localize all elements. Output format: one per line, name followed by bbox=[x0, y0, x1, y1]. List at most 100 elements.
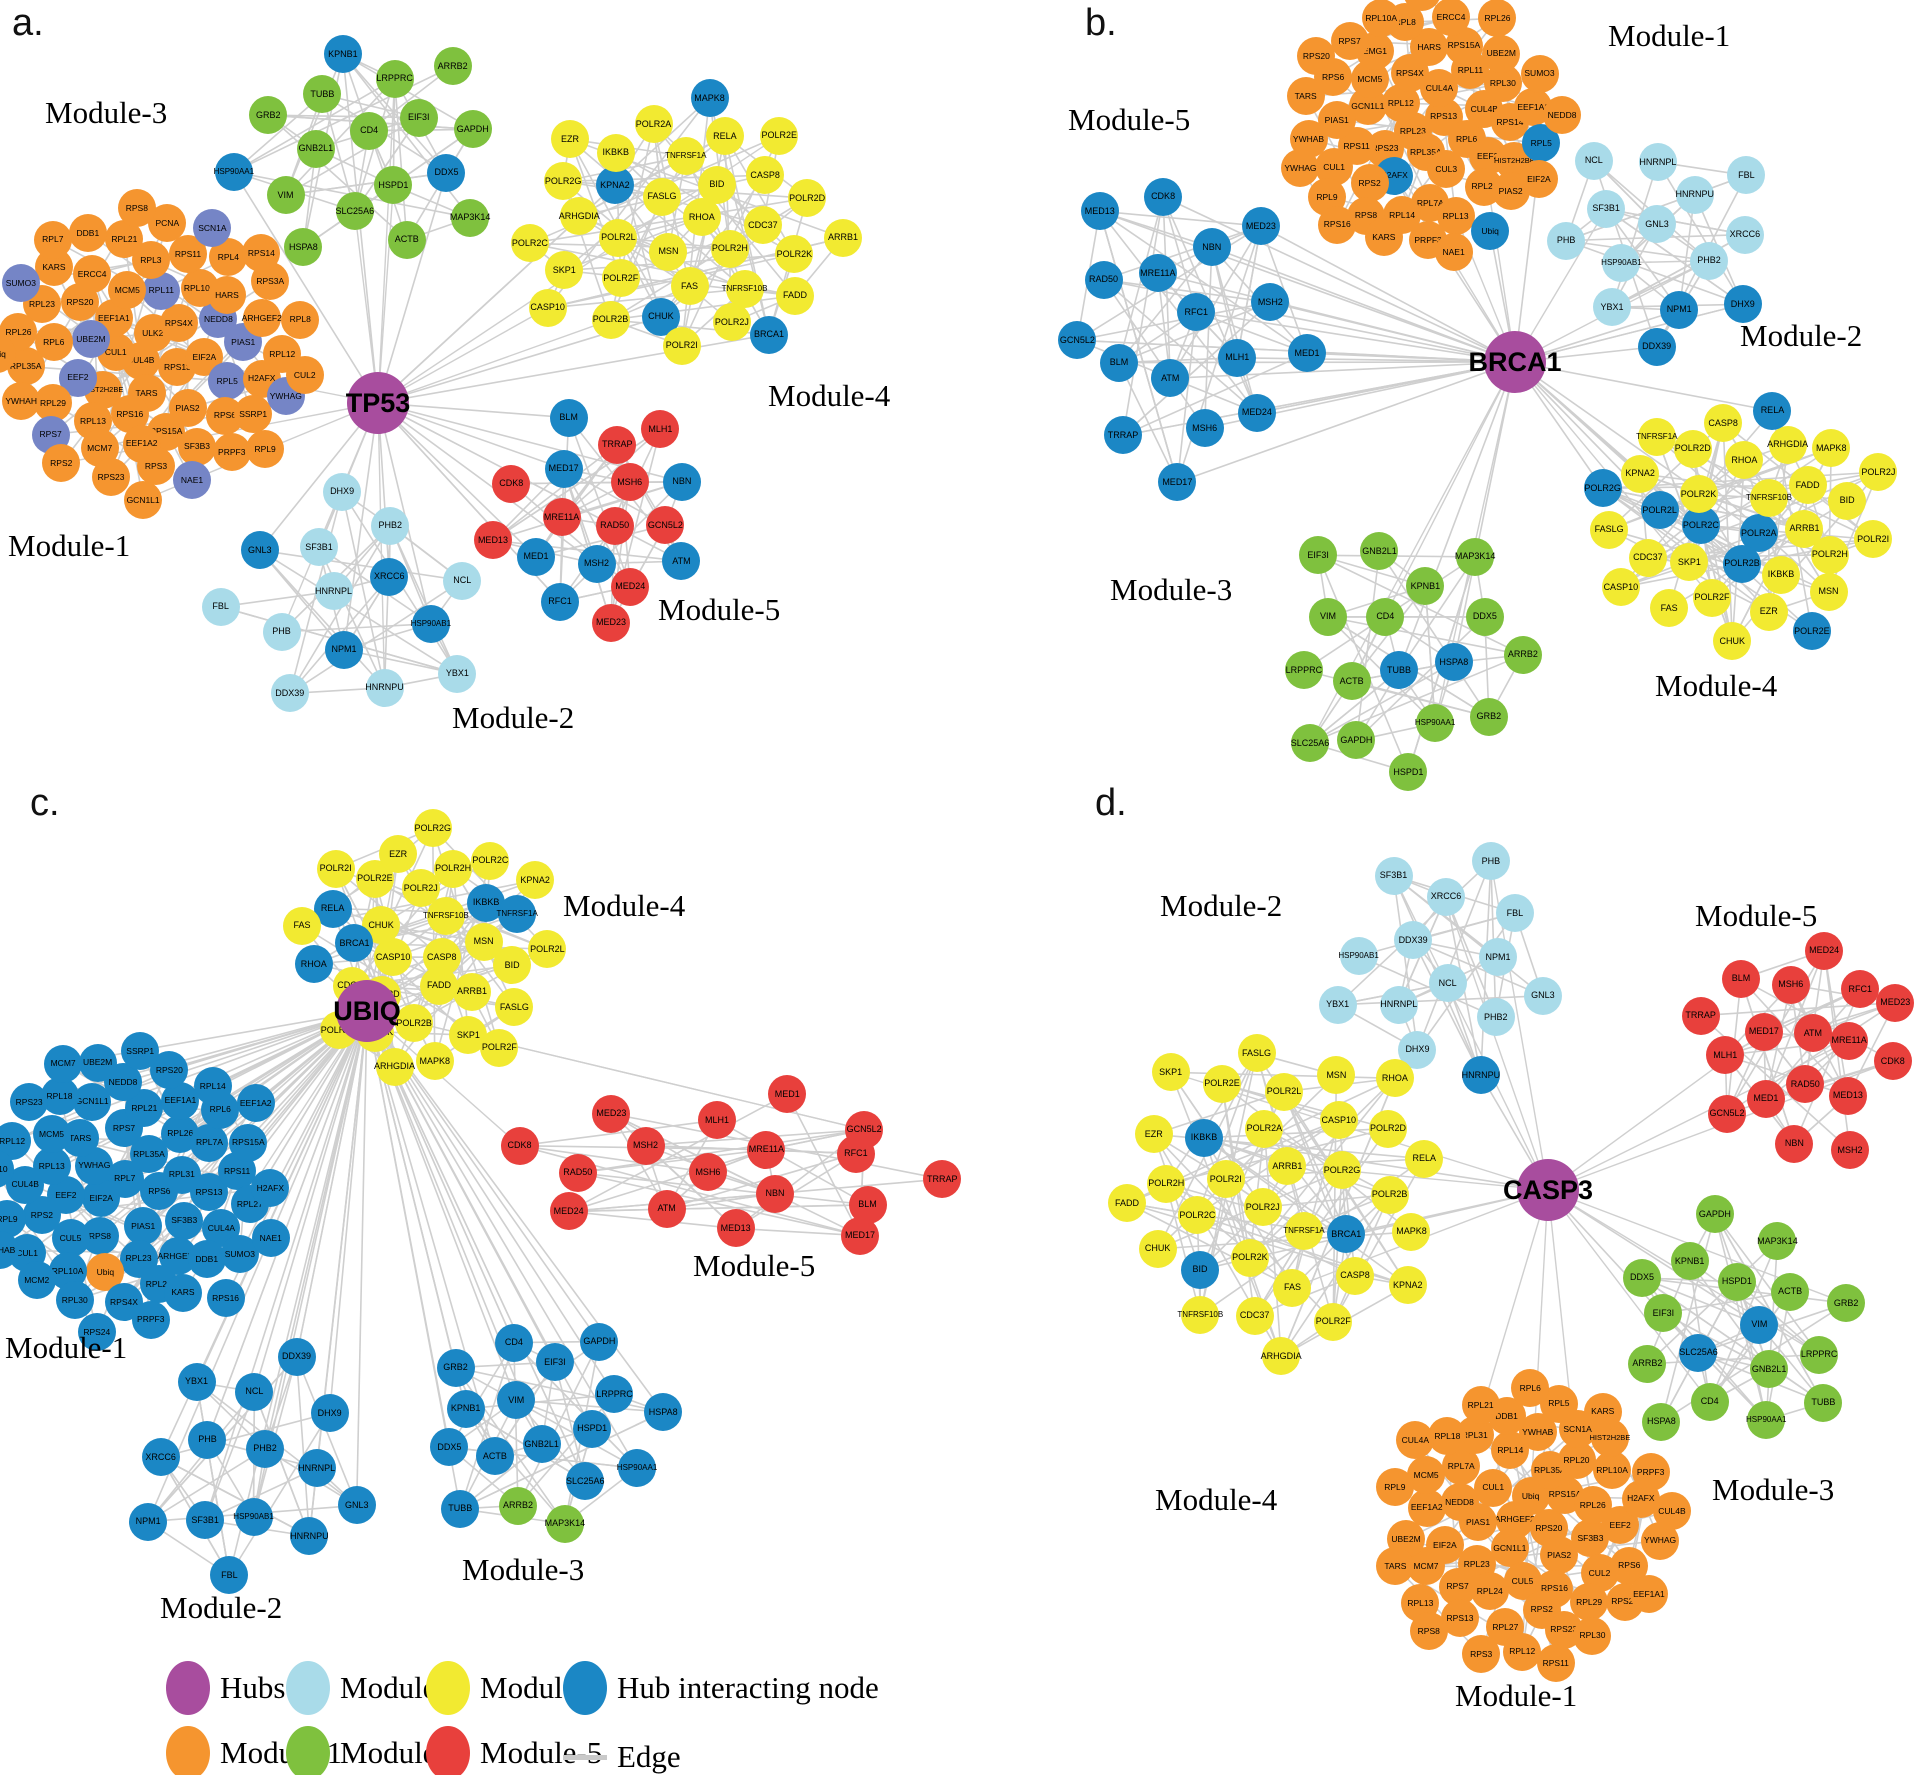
node-HNRNPL[interactable]: HNRNPL bbox=[314, 572, 353, 611]
node-RPL30[interactable]: RPL30 bbox=[1573, 1616, 1612, 1655]
node-POLR2G[interactable]: POLR2G bbox=[413, 809, 452, 848]
node-MRE11A[interactable]: MRE11A bbox=[1830, 1021, 1869, 1060]
node-KPNB1[interactable]: KPNB1 bbox=[1406, 567, 1445, 606]
node-EZR[interactable]: EZR bbox=[1134, 1115, 1173, 1154]
node-HSP90AA1[interactable]: HSP90AA1 bbox=[1746, 1400, 1787, 1439]
node-FASLG[interactable]: FASLG bbox=[1237, 1034, 1276, 1073]
node-CDC37[interactable]: CDC37 bbox=[743, 206, 782, 245]
node-VIM[interactable]: VIM bbox=[266, 176, 305, 215]
node-CDK8[interactable]: CDK8 bbox=[1144, 177, 1183, 216]
node-NPM1[interactable]: NPM1 bbox=[1478, 938, 1517, 977]
node-RPL18[interactable]: RPL18 bbox=[1428, 1417, 1467, 1456]
node-GAPDH[interactable]: GAPDH bbox=[580, 1322, 619, 1361]
node-ACTB[interactable]: ACTB bbox=[1332, 662, 1371, 701]
node-NAE1[interactable]: NAE1 bbox=[173, 461, 212, 500]
node-MED24[interactable]: MED24 bbox=[1237, 393, 1276, 432]
node-PRPF3[interactable]: PRPF3 bbox=[1631, 1453, 1670, 1492]
node-EZR[interactable]: EZR bbox=[550, 120, 589, 159]
node-RPL7[interactable]: RPL7 bbox=[33, 220, 72, 259]
node-HSPA8[interactable]: HSPA8 bbox=[644, 1393, 683, 1432]
node-MSH2[interactable]: MSH2 bbox=[577, 544, 616, 583]
node-CASP8[interactable]: CASP8 bbox=[1336, 1256, 1375, 1295]
node-FADD[interactable]: FADD bbox=[420, 966, 459, 1005]
node-RPL9[interactable]: RPL9 bbox=[246, 430, 285, 469]
node-GNL3[interactable]: GNL3 bbox=[1523, 976, 1562, 1015]
node-NEDD8[interactable]: NEDD8 bbox=[1440, 1483, 1479, 1522]
node-KARS[interactable]: KARS bbox=[1583, 1392, 1622, 1431]
node-POLR2H[interactable]: POLR2H bbox=[434, 849, 473, 888]
node-SLC25A6[interactable]: SLC25A6 bbox=[1679, 1333, 1718, 1372]
node-GRB2[interactable]: GRB2 bbox=[1827, 1284, 1866, 1323]
node-PHB[interactable]: PHB bbox=[1547, 221, 1586, 260]
node-NCL[interactable]: NCL bbox=[235, 1372, 274, 1411]
hub-TP53[interactable]: TP53 bbox=[346, 372, 410, 434]
node-SF3B1[interactable]: SF3B1 bbox=[300, 528, 339, 567]
node-POLR2K[interactable]: POLR2K bbox=[775, 235, 814, 274]
node-PHB[interactable]: PHB bbox=[1471, 842, 1510, 881]
node-MED13[interactable]: MED13 bbox=[473, 521, 512, 560]
node-MRE11A[interactable]: MRE11A bbox=[1138, 254, 1177, 293]
node-MED24[interactable]: MED24 bbox=[1805, 931, 1844, 970]
node-FASLG[interactable]: FASLG bbox=[1590, 510, 1629, 549]
node-BID[interactable]: BID bbox=[1828, 481, 1867, 520]
node-ARRB1[interactable]: ARRB1 bbox=[452, 972, 491, 1011]
node-ACTB[interactable]: ACTB bbox=[1771, 1272, 1810, 1311]
node-RPL5[interactable]: RPL5 bbox=[208, 362, 247, 401]
node-RPL10A[interactable]: RPL10A bbox=[1362, 0, 1401, 37]
node-SUMO3[interactable]: SUMO3 bbox=[1, 263, 40, 302]
node-FBL[interactable]: FBL bbox=[210, 1556, 249, 1595]
node-HSPA8[interactable]: HSPA8 bbox=[284, 228, 323, 267]
node-DDX5[interactable]: DDX5 bbox=[430, 1428, 469, 1467]
node-ARRB2[interactable]: ARRB2 bbox=[1628, 1344, 1667, 1383]
node-CDK8[interactable]: CDK8 bbox=[500, 1126, 539, 1165]
node-CDC37[interactable]: CDC37 bbox=[1628, 538, 1667, 577]
node-DDX39[interactable]: DDX39 bbox=[1394, 921, 1433, 960]
node-RPS24[interactable]: RPS24 bbox=[77, 1313, 116, 1352]
node-CASP10[interactable]: CASP10 bbox=[1319, 1101, 1358, 1140]
node-FBL[interactable]: FBL bbox=[1495, 894, 1534, 933]
node-XRCC6[interactable]: XRCC6 bbox=[141, 1438, 180, 1477]
node-GCN5L2[interactable]: GCN5L2 bbox=[845, 1110, 884, 1149]
node-MED1[interactable]: MED1 bbox=[516, 537, 555, 576]
node-Ubiq[interactable]: Ubiq bbox=[0, 334, 17, 373]
node-EEF1A2[interactable]: EEF1A2 bbox=[236, 1084, 275, 1123]
node-KPNA2[interactable]: KPNA2 bbox=[1621, 454, 1660, 493]
node-POLR2L[interactable]: POLR2L bbox=[1640, 491, 1679, 530]
node-HSPD1[interactable]: HSPD1 bbox=[374, 166, 413, 205]
node-RPS8[interactable]: RPS8 bbox=[117, 189, 156, 227]
node-TNFRSF10B[interactable]: TNFRSF10B bbox=[1746, 479, 1792, 518]
node-CASP10[interactable]: CASP10 bbox=[528, 288, 567, 327]
node-TRRAP[interactable]: TRRAP bbox=[923, 1160, 962, 1199]
node-FASLG[interactable]: FASLG bbox=[642, 177, 681, 216]
node-MRE11A[interactable]: MRE11A bbox=[542, 498, 581, 537]
node-RAD50[interactable]: RAD50 bbox=[558, 1153, 597, 1192]
node-DDX39[interactable]: DDX39 bbox=[270, 674, 309, 713]
node-SF3B3[interactable]: SF3B3 bbox=[165, 1201, 204, 1240]
node-RPL14[interactable]: RPL14 bbox=[193, 1067, 232, 1106]
node-POLR2F[interactable]: POLR2F bbox=[1314, 1302, 1353, 1341]
node-POLR2K[interactable]: POLR2K bbox=[1679, 475, 1718, 514]
node-PIAS2[interactable]: PIAS2 bbox=[168, 389, 207, 428]
node-RELA[interactable]: RELA bbox=[705, 117, 744, 156]
node-PHB2[interactable]: PHB2 bbox=[246, 1429, 285, 1468]
node-POLR2G[interactable]: POLR2G bbox=[1323, 1151, 1361, 1190]
node-HARS[interactable]: HARS bbox=[207, 275, 246, 314]
node-POLR2H[interactable]: POLR2H bbox=[1810, 535, 1849, 574]
node-RHOA[interactable]: RHOA bbox=[1375, 1059, 1414, 1098]
node-ARHGEF2[interactable]: ARHGEF2 bbox=[242, 299, 282, 338]
node-SUMO3[interactable]: SUMO3 bbox=[1520, 54, 1559, 93]
node-MLH1[interactable]: MLH1 bbox=[1218, 338, 1257, 377]
node-HSPD1[interactable]: HSPD1 bbox=[1717, 1262, 1756, 1301]
node-RELA[interactable]: RELA bbox=[1753, 391, 1792, 430]
node-LRPPRC[interactable]: LRPPRC bbox=[375, 59, 414, 98]
node-IKBKB[interactable]: IKBKB bbox=[1184, 1118, 1223, 1157]
node-RPL9[interactable]: RPL9 bbox=[1375, 1468, 1414, 1507]
node-MAPK8[interactable]: MAPK8 bbox=[415, 1042, 454, 1081]
node-MED23[interactable]: MED23 bbox=[592, 603, 631, 642]
node-SKP1[interactable]: SKP1 bbox=[1670, 543, 1709, 582]
node-TRRAP[interactable]: TRRAP bbox=[598, 425, 637, 464]
node-RPS11[interactable]: RPS11 bbox=[1536, 1644, 1575, 1683]
node-XRCC6[interactable]: XRCC6 bbox=[370, 557, 409, 596]
node-MED17[interactable]: MED17 bbox=[841, 1216, 880, 1255]
node-POLR2L[interactable]: POLR2L bbox=[528, 930, 567, 969]
